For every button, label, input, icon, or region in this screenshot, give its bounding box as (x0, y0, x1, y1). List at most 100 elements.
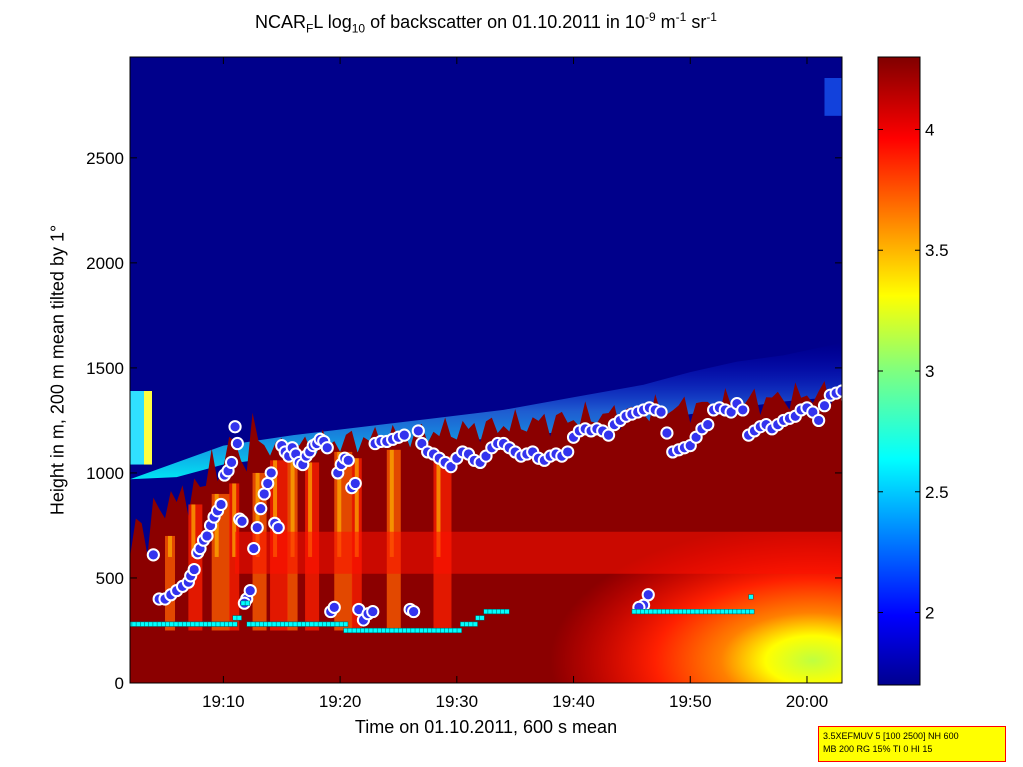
convective-streak-core (255, 472, 260, 557)
mixing-layer-marker (648, 609, 654, 615)
mixing-layer-marker (732, 609, 738, 615)
colorbar: 2 2.5 3 3.5 4 (877, 56, 949, 686)
mixing-layer-marker (728, 609, 734, 615)
y-tick-label: 0 (115, 674, 124, 693)
mixing-layer-marker (491, 609, 497, 615)
mixing-layer-marker (504, 609, 510, 615)
mixing-layer-marker (296, 621, 303, 627)
mixing-layer-marker (364, 627, 370, 634)
pbl-top-marker (654, 405, 668, 419)
axes: 19:10 19:20 19:30 19:40 19:50 20:00 0 500 1000 15… (86, 56, 843, 711)
title-unit1: m (655, 12, 676, 32)
info-line-2: MB 200 RG 15% TI 0 HI 15 (823, 744, 933, 754)
mixing-layer-marker (182, 621, 188, 627)
plot-frame (129, 56, 843, 684)
title-middle: L log (313, 12, 352, 32)
mixing-layer-marker (263, 621, 269, 627)
mixing-layer-marker (309, 621, 315, 627)
pbl-top-marker (561, 445, 575, 459)
mixing-layer-marker (448, 627, 454, 634)
title-rest: of backscatter on 01.10.2011 in 10 (365, 12, 645, 32)
pbl-top-marker (230, 436, 244, 451)
mixing-layer-marker (711, 609, 717, 615)
mixing-layer-marker (406, 627, 412, 634)
title-exp2: -1 (675, 10, 687, 24)
pbl-top-marker (254, 502, 268, 516)
mixing-layer-marker (355, 627, 362, 634)
mixing-layer-marker (207, 621, 213, 627)
mixing-layer-marker (203, 621, 209, 627)
title-exp1: -9 (644, 10, 656, 24)
mixing-layer-marker (690, 609, 696, 615)
pbl-top-marker (224, 455, 239, 470)
mixing-layer-marker (389, 627, 395, 634)
mixing-layer-marker (232, 621, 238, 627)
pbl-top-marker (264, 466, 278, 480)
title-middle-sub: 10 (351, 21, 366, 36)
mixing-layer-marker (423, 627, 429, 634)
y-tick-label: 2000 (86, 254, 124, 273)
mixing-layer-marker (152, 621, 158, 627)
pbl-top-marker (701, 418, 715, 432)
mixing-layer-marker (460, 621, 466, 627)
info-box: 3.5XEFMUV 5 [100 2500] NH 600 MB 200 RG … (818, 726, 1006, 762)
mixing-layer-marker (267, 621, 273, 627)
mixing-layer-marker (740, 609, 746, 615)
mixing-layer-marker (707, 609, 713, 615)
pbl-top-marker (660, 426, 674, 440)
mixing-layer-marker (677, 609, 683, 615)
mixing-layer-marker (715, 609, 721, 615)
mixing-layer-marker (194, 621, 200, 627)
convective-streak-core (168, 535, 173, 557)
pbl-top-marker (247, 541, 261, 556)
colorbar-tick-label: 3.5 (925, 241, 949, 260)
mixing-layer-marker (271, 621, 277, 627)
mixing-layer-marker (694, 609, 700, 615)
mixing-layer-marker (246, 621, 252, 627)
mixing-layer-marker (215, 621, 221, 627)
mixing-layer-marker (745, 609, 751, 615)
mixing-layer-marker (211, 621, 217, 627)
mixing-layer-marker (427, 627, 433, 634)
mixing-layer-marker (148, 621, 154, 627)
convective-streak-core (389, 449, 394, 557)
mixing-layer-marker (631, 609, 637, 615)
mixing-layer-marker (669, 609, 675, 615)
colorbar-tick-label: 4 (925, 120, 934, 139)
convective-streak-core (337, 451, 342, 557)
y-tick-label: 1500 (86, 359, 124, 378)
x-tick-label: 19:40 (552, 692, 595, 711)
mixing-layer-marker (280, 621, 286, 627)
title-prefix-sub: F (306, 21, 314, 36)
mixing-layer-marker (719, 609, 725, 615)
mixing-layer-marker (748, 594, 754, 600)
mixing-layer-marker (244, 600, 250, 606)
mixing-layer-marker (322, 621, 328, 627)
x-axis-label: Time on 01.10.2011, 600 s mean (354, 717, 618, 737)
pbl-top-marker (341, 453, 355, 467)
y-axis-label: Height in m, 200 m mean tilted by 1° (47, 224, 68, 516)
convective-streak-core (290, 456, 295, 557)
y-tick-label: 2500 (86, 149, 124, 168)
mixing-layer-marker (372, 627, 378, 634)
mixing-layer-marker (385, 627, 391, 634)
pbl-top-marker (397, 428, 411, 442)
pbl-top-marker (601, 428, 616, 442)
mixing-layer-marker (169, 621, 175, 627)
pbl-top-marker (841, 396, 842, 403)
pbl-top-marker (327, 600, 341, 614)
mixing-layer-marker (456, 627, 462, 634)
convective-streak-core (436, 456, 441, 557)
mixing-layer-marker (240, 600, 246, 606)
convective-streak-core (191, 504, 196, 557)
mixing-layer-marker (140, 621, 146, 627)
pbl-top-marker (366, 604, 380, 619)
mixing-layer-marker (144, 621, 150, 627)
pbl-top-marker (348, 476, 362, 491)
pbl-top-marker (228, 420, 242, 434)
mixing-layer-marker (402, 627, 408, 634)
mixing-layer-marker (724, 609, 730, 615)
mixing-layer-marker (135, 621, 141, 627)
pbl-top-marker (243, 583, 257, 598)
